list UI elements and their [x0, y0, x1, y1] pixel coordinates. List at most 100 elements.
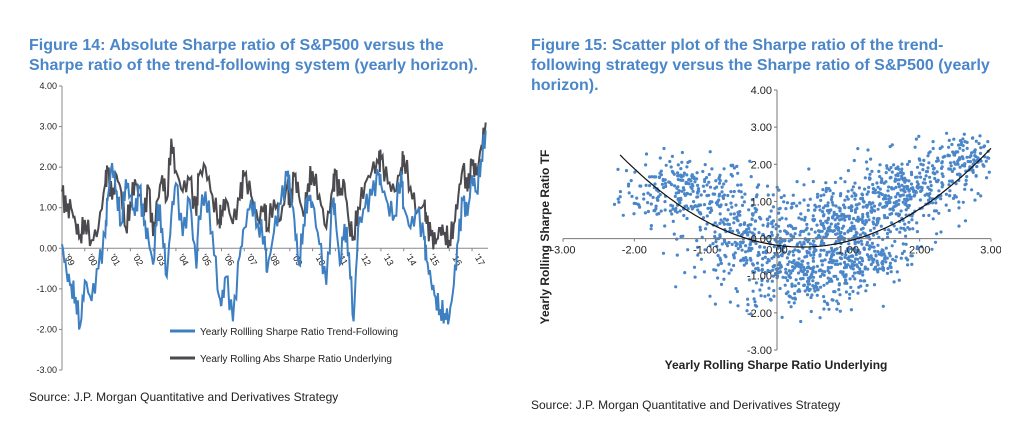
scatter-point	[713, 234, 717, 239]
scatter-point	[757, 183, 761, 187]
scatter-point	[763, 294, 767, 298]
scatter-point	[859, 279, 863, 283]
scatter-point	[900, 251, 904, 256]
scatter-point	[891, 257, 895, 261]
x-tick-label: '06	[222, 252, 237, 267]
scatter-point	[865, 253, 869, 257]
scatter-point	[846, 197, 850, 201]
scatter-point	[716, 263, 720, 267]
scatter-point	[853, 210, 858, 214]
scatter-point	[924, 170, 928, 174]
scatter-point	[701, 169, 705, 174]
scatter-point	[931, 146, 935, 151]
scatter-point	[819, 285, 823, 289]
scatter-point	[805, 222, 809, 226]
scatter-point	[794, 278, 798, 282]
scatter-point	[805, 226, 809, 230]
scatter-point	[874, 253, 878, 257]
scatter-point	[953, 194, 957, 198]
scatter-point	[822, 283, 826, 287]
scatter-point	[822, 226, 826, 231]
scatter-point	[646, 191, 650, 195]
scatter-point	[644, 152, 649, 156]
scatter-point	[676, 171, 680, 175]
scatter-point	[689, 204, 693, 208]
scatter-point	[910, 218, 914, 222]
scatter-point	[835, 299, 839, 303]
scatter-point	[838, 209, 842, 213]
scatter-point	[856, 248, 860, 252]
scatter-point	[782, 250, 786, 254]
scatter-point	[778, 239, 782, 243]
scatter-point	[888, 207, 892, 211]
scatter-point	[806, 203, 810, 207]
scatter-point	[798, 289, 802, 293]
scatter-point	[976, 192, 980, 196]
scatter-point	[708, 150, 712, 154]
x-tick-label: '07	[245, 252, 260, 267]
scatter-point	[713, 302, 717, 306]
scatter-point	[750, 198, 754, 202]
scatter-point	[721, 196, 726, 200]
scatter-point	[695, 171, 699, 175]
scatter-point	[828, 228, 832, 232]
scatter-point	[650, 175, 654, 179]
scatter-point	[986, 156, 990, 160]
scatter-point	[957, 200, 961, 204]
scatter-point	[877, 194, 881, 199]
scatter-point	[698, 225, 702, 229]
scatter-point	[851, 274, 855, 278]
scatter-point	[697, 189, 701, 193]
scatter-point	[975, 164, 979, 169]
scatter-point	[930, 201, 935, 205]
scatter-point	[963, 183, 967, 187]
scatter-point	[876, 185, 880, 189]
scatter-point	[892, 205, 896, 209]
scatter-point	[758, 288, 762, 292]
scatter-point	[861, 205, 865, 209]
scatter-point	[696, 183, 700, 187]
scatter-point	[783, 283, 787, 287]
scatter-point	[868, 176, 872, 181]
scatter-point	[811, 259, 815, 263]
scatter-point	[678, 201, 682, 205]
scatter-point	[928, 180, 932, 184]
scatter-point	[867, 258, 871, 262]
scatter-point	[690, 174, 694, 178]
scatter-point	[897, 185, 901, 189]
scatter-point	[930, 247, 934, 251]
scatter-point	[696, 245, 700, 249]
scatter-point	[865, 243, 869, 247]
scatter-point	[688, 159, 692, 163]
scatter-point	[651, 195, 655, 199]
scatter-point	[835, 259, 839, 263]
scatter-point	[848, 296, 852, 300]
scatter-point	[920, 245, 924, 249]
scatter-point	[915, 221, 919, 225]
scatter-point	[887, 194, 891, 198]
scatter-point	[851, 267, 855, 271]
series-line-underlying	[61, 122, 487, 250]
scatter-point	[918, 171, 922, 175]
scatter-point	[886, 235, 890, 239]
scatter-point	[919, 189, 923, 193]
scatter-point	[922, 158, 926, 162]
scatter-point	[708, 185, 713, 189]
scatter-point	[978, 151, 983, 155]
x-tick-label: '00	[85, 252, 100, 267]
scatter-point	[621, 213, 625, 217]
scatter-point	[715, 244, 719, 248]
scatter-point	[976, 156, 980, 160]
y-tick-label: -3.00	[36, 365, 57, 375]
scatter-point	[898, 170, 902, 175]
y-tick-label: 3.00	[751, 122, 772, 134]
scatter-point	[859, 239, 863, 243]
scatter-point	[979, 146, 983, 150]
scatter-point	[781, 275, 785, 279]
scatter-point	[813, 289, 817, 293]
scatter-point	[944, 203, 948, 207]
scatter-point	[934, 209, 938, 213]
scatter-point	[735, 228, 739, 232]
scatter-point	[769, 209, 773, 213]
scatter-point	[883, 256, 887, 261]
